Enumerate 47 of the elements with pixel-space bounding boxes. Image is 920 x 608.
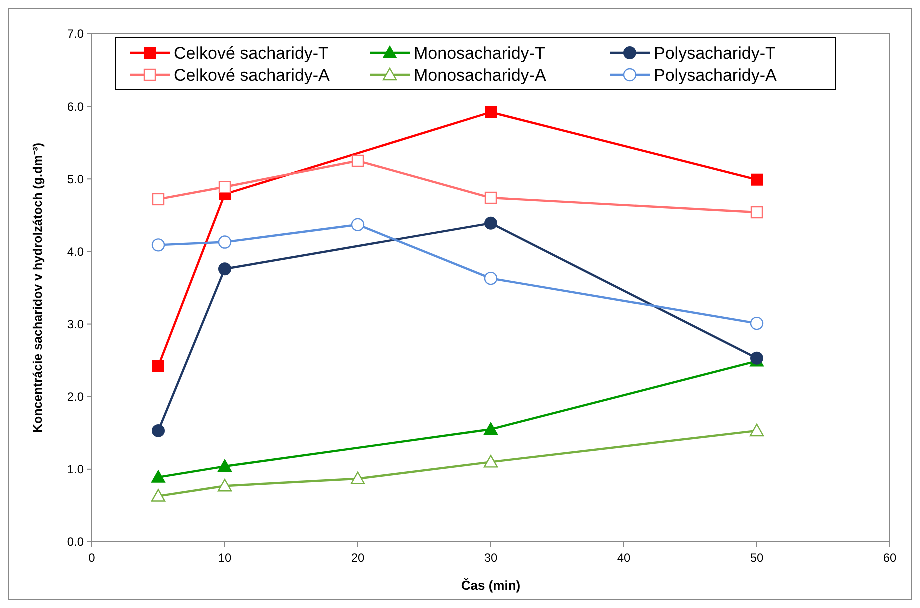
y-tick-label: 7.0 — [67, 27, 84, 42]
point — [352, 154, 364, 168]
point — [750, 206, 764, 219]
point — [750, 316, 764, 330]
point — [750, 424, 764, 437]
point — [484, 192, 498, 204]
x-tick-label: 30 — [484, 551, 498, 565]
point — [152, 360, 164, 372]
point — [218, 262, 232, 276]
legend-label: Celkové sacharidy-A — [174, 66, 331, 85]
x-tick-label: 60 — [883, 551, 897, 565]
y-tick-label: 1.0 — [67, 462, 84, 477]
point — [218, 460, 232, 472]
point — [484, 422, 498, 436]
y-tick-label: 3.0 — [67, 317, 84, 332]
legend-label: Polysacharidy-A — [654, 66, 778, 85]
point — [484, 455, 498, 468]
point — [218, 181, 232, 194]
point — [485, 106, 497, 118]
legend-label: Monosacharidy-A — [414, 66, 547, 85]
point — [484, 216, 498, 230]
point — [218, 236, 232, 249]
point — [350, 472, 366, 484]
y-tick-label: 4.0 — [67, 244, 84, 259]
point — [218, 479, 232, 492]
point — [152, 238, 166, 252]
y-tick-label: 6.0 — [67, 100, 84, 114]
x-tick-label: 10 — [218, 551, 232, 565]
y-tick-label: 5.0 — [67, 172, 84, 186]
x-tick-label: 0 — [88, 551, 96, 565]
point — [152, 470, 166, 483]
point — [152, 193, 165, 206]
point — [351, 218, 365, 232]
point — [751, 174, 763, 186]
x-tick-label: 20 — [351, 551, 365, 565]
x-tick-label: 50 — [750, 551, 764, 565]
y-tick-label: 0.0 — [67, 535, 84, 550]
x-tick-label: 40 — [617, 551, 631, 565]
y-tick-label: 2.0 — [67, 390, 84, 404]
point — [484, 272, 498, 286]
legend-label: Monosacharidy-T — [414, 44, 546, 63]
legend-label: Polysacharidy-T — [654, 44, 776, 63]
point — [152, 424, 165, 438]
x-axis-title: Čas (min) — [461, 578, 521, 593]
point — [151, 489, 166, 502]
legend-label: Celkové sacharidy-T — [174, 44, 329, 63]
y-axis-title: Koncentrácie sacharidov v hydrolzátoch (g.dm⁻³) — [31, 142, 45, 434]
